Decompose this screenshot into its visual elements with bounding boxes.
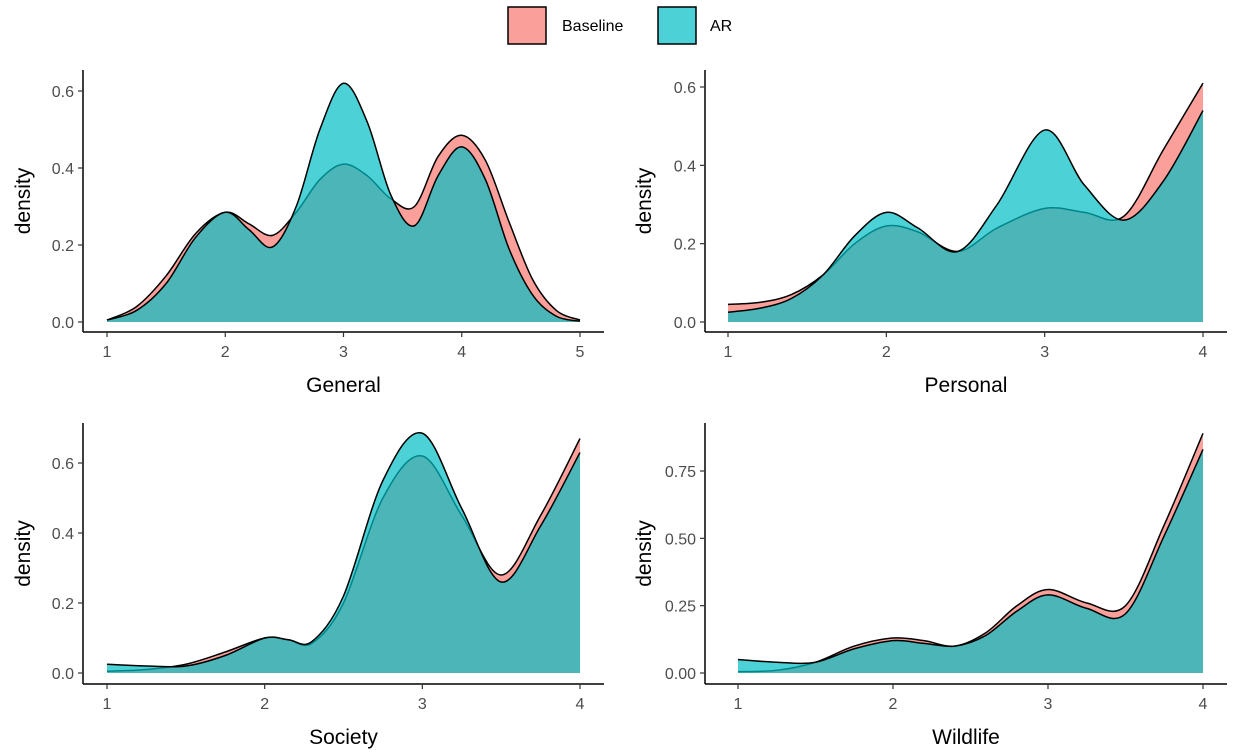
y-tick-label: 0.6 [674,80,696,97]
y-axis-title: density [12,167,35,234]
y-tick-label: 0.6 [52,84,74,101]
y-tick-label: 0.4 [674,158,696,175]
density-area-ar [107,432,580,673]
panel-wildlife: 1 2 3 4 0.00 0.25 0.50 0.75 Wildlife density [633,423,1227,749]
x-tick-label: 2 [889,696,898,713]
density-line-ar [737,449,1204,665]
x-tick-label: 3 [339,344,348,361]
y-tick-label: 0.2 [52,238,74,255]
panel-general: 1 2 3 4 5 0.0 0.2 0.4 0.6 General density [12,70,604,397]
density-area-ar [107,83,580,322]
x-axis-title: Personal [925,374,1008,397]
x-tick-label: 3 [1040,344,1049,361]
x-tick-label: 2 [260,696,269,713]
x-axis-title: Wildlife [932,726,1000,749]
legend-label-ar: AR [710,18,732,35]
y-tick-label: 0.6 [52,456,74,473]
x-tick-label: 4 [1199,344,1208,361]
density-line-ar [727,110,1204,313]
y-axis-title: density [633,167,656,234]
y-tick-label: 0.50 [665,531,696,548]
legend-label-baseline: Baseline [562,18,623,35]
y-axis-title: density [12,520,35,587]
x-tick-label: 4 [457,344,466,361]
x-tick-label: 4 [1199,696,1208,713]
y-tick-label: 0.2 [674,237,696,254]
x-tick-label: 1 [103,696,112,713]
y-tick-label: 0.4 [52,161,74,178]
x-tick-label: 4 [576,696,585,713]
density-line-ar [106,82,581,322]
legend-key-ar [657,6,697,45]
density-line-ar [106,432,581,668]
legend: Baseline AR [507,6,732,45]
x-tick-label: 1 [734,696,743,713]
x-tick-label: 2 [221,344,230,361]
panel-personal: 1 2 3 4 0.0 0.2 0.4 0.6 Personal density [633,70,1227,397]
x-tick-label: 2 [882,344,891,361]
y-tick-label: 0.0 [52,315,74,332]
density-area-ar [728,110,1203,322]
x-tick-label: 1 [103,344,112,361]
y-tick-label: 0.4 [52,526,74,543]
x-tick-label: 3 [1044,696,1053,713]
y-tick-label: 0.25 [665,599,696,616]
x-tick-label: 3 [418,696,427,713]
panels: 1 2 3 4 5 0.0 0.2 0.4 0.6 General density 1 2 3 4 0.0 0.… [12,70,1227,749]
panel-society: 1 2 3 4 0.0 0.2 0.4 0.6 Society density [12,423,604,749]
legend-key-baseline [507,6,547,45]
y-tick-label: 0.0 [674,315,696,332]
y-axis-title: density [633,520,656,587]
x-axis-title: Society [309,726,378,749]
y-tick-label: 0.0 [52,666,74,683]
x-tick-label: 1 [724,344,733,361]
y-tick-label: 0.75 [665,464,696,481]
y-tick-label: 0.00 [665,666,696,683]
y-tick-label: 0.2 [52,596,74,613]
x-tick-label: 5 [576,344,585,361]
x-axis-title: General [306,374,381,397]
density-area-ar [738,449,1203,673]
